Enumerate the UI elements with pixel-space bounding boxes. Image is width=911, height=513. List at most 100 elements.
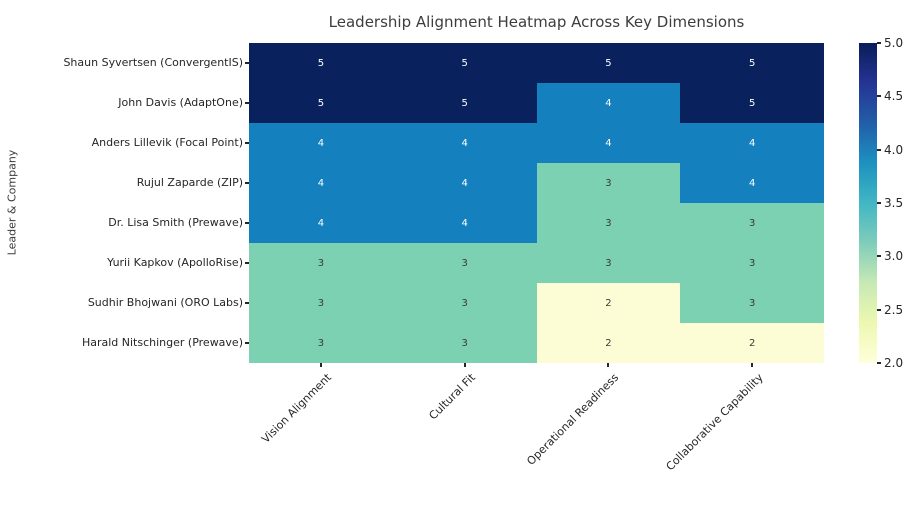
- colorbar-tick: [877, 362, 881, 364]
- heatmap-cell: 4: [680, 163, 824, 203]
- colorbar: [859, 43, 877, 363]
- cell-value: 4: [605, 137, 612, 149]
- chart-title: Leadership Alignment Heatmap Across Key …: [328, 13, 745, 31]
- row-label: Anders Lillevik (Focal Point): [91, 136, 243, 149]
- col-label: Cultural Fit: [426, 371, 478, 423]
- heatmap-cell: 3: [392, 283, 537, 323]
- heatmap-cell: 3: [249, 323, 393, 363]
- colorbar-tick-label: 5.0: [884, 36, 904, 50]
- y-axis-tick: [245, 222, 249, 224]
- heatmap-cell: 5: [392, 83, 537, 123]
- col-label: Collaborative Capability: [663, 371, 766, 474]
- heatmap-cell: 3: [536, 163, 681, 203]
- colorbar-tick-label: 4.0: [884, 142, 904, 157]
- heatmap-cell: 4: [249, 203, 393, 243]
- heatmap-cell: 4: [392, 203, 537, 243]
- cell-value: 3: [461, 337, 468, 349]
- cell-value: 4: [461, 217, 468, 229]
- y-axis-tick: [245, 182, 249, 184]
- cell-value: 4: [317, 217, 325, 229]
- colorbar-tick: [877, 255, 881, 258]
- heatmap-cell: 4: [680, 123, 824, 163]
- cell-value: 4: [748, 137, 756, 149]
- cell-value: 3: [317, 257, 325, 269]
- heatmap-cell: 5: [680, 43, 824, 83]
- colorbar-tick-label: 3.5: [884, 196, 904, 210]
- cell-value: 4: [461, 177, 468, 189]
- y-axis-label: Leader & Company: [5, 149, 19, 256]
- y-axis-tick: [245, 142, 249, 144]
- y-axis-tick: [245, 102, 249, 104]
- col-label: Operational Readiness: [524, 371, 622, 468]
- cell-value: 5: [461, 57, 468, 69]
- colorbar-tick-label: 4.5: [884, 89, 904, 104]
- row-label: Harald Nitschinger (Prewave): [81, 336, 243, 349]
- heatmap-cell: 5: [392, 43, 537, 83]
- heatmap-cell: 4: [392, 123, 537, 163]
- cell-value: 5: [317, 97, 325, 109]
- cell-value: 4: [317, 137, 325, 149]
- x-axis-tick: [319, 363, 322, 367]
- y-axis-tick: [245, 62, 249, 64]
- cell-value: 5: [605, 57, 612, 69]
- row-label: Sudhir Bhojwani (ORO Labs): [87, 296, 243, 309]
- heatmap-cell: 3: [680, 203, 824, 243]
- cell-value: 4: [748, 177, 756, 189]
- colorbar-tick: [877, 95, 881, 98]
- cell-value: 5: [748, 57, 756, 69]
- cell-value: 5: [317, 57, 325, 69]
- cell-value: 4: [461, 137, 468, 149]
- heatmap-cell: 3: [249, 283, 393, 323]
- heatmap-cell: 5: [249, 43, 393, 83]
- colorbar-tick-label: 3.0: [884, 249, 904, 264]
- heatmap-cell: 3: [392, 243, 537, 283]
- y-axis-tick: [245, 262, 249, 264]
- cell-value: 3: [748, 257, 756, 269]
- colorbar-tick: [877, 148, 881, 151]
- heatmap-cell: 4: [536, 123, 681, 163]
- heatmap-cell: 3: [680, 283, 824, 323]
- y-axis-tick: [245, 302, 249, 304]
- heatmap-cell: 3: [392, 323, 537, 363]
- y-axis-tick: [245, 342, 249, 344]
- cell-value: 2: [605, 337, 612, 349]
- x-axis-tick: [751, 363, 754, 367]
- cell-value: 2: [748, 337, 756, 349]
- heatmap-cell: 4: [249, 123, 393, 163]
- row-label: Shaun Syvertsen (ConvergentIS): [63, 56, 243, 69]
- heatmap-cell: 4: [536, 83, 681, 123]
- heatmap-cell: 3: [680, 243, 824, 283]
- colorbar-tick-label: 2.5: [884, 302, 904, 317]
- row-label: Dr. Lisa Smith (Prewave): [108, 216, 243, 229]
- row-label: Rujul Zaparde (ZIP): [136, 176, 243, 189]
- cell-value: 4: [605, 97, 612, 109]
- heatmap-cell: 5: [680, 83, 824, 123]
- cell-value: 3: [748, 297, 756, 309]
- heatmap-cell: 3: [536, 243, 681, 283]
- cell-value: 3: [748, 217, 756, 229]
- cell-value: 5: [748, 97, 756, 109]
- x-axis-tick: [463, 363, 466, 367]
- cell-value: 5: [461, 97, 468, 109]
- heatmap-cell: 5: [536, 43, 681, 83]
- cell-value: 3: [461, 297, 468, 309]
- cell-value: 4: [317, 177, 325, 189]
- cell-value: 3: [317, 297, 325, 309]
- row-label: Yurii Kapkov (ApolloRise): [107, 256, 243, 269]
- colorbar-tick-label: 2.0: [884, 356, 904, 370]
- cell-value: 3: [605, 217, 612, 229]
- heatmap-cell: 4: [392, 163, 537, 203]
- cell-value: 3: [605, 177, 612, 189]
- heatmap-cell: 3: [249, 243, 393, 283]
- col-label: Vision Alignment: [259, 371, 335, 446]
- row-label: John Davis (AdaptOne): [118, 96, 243, 109]
- colorbar-tick: [877, 308, 881, 311]
- heatmap-cell: 2: [536, 323, 681, 363]
- heatmap-cell: 4: [249, 163, 393, 203]
- cell-value: 3: [605, 257, 612, 269]
- x-axis-tick: [607, 363, 610, 367]
- heatmap-cell: 3: [536, 203, 681, 243]
- heatmap-cell: 2: [680, 323, 824, 363]
- heatmap-grid: 5 5 5 5 5 5 4 5 4 4 4 4 4 4 3 4 4 4 3 3 3 3 3 3 3 3 2 3 3 3 2 2: [249, 43, 824, 363]
